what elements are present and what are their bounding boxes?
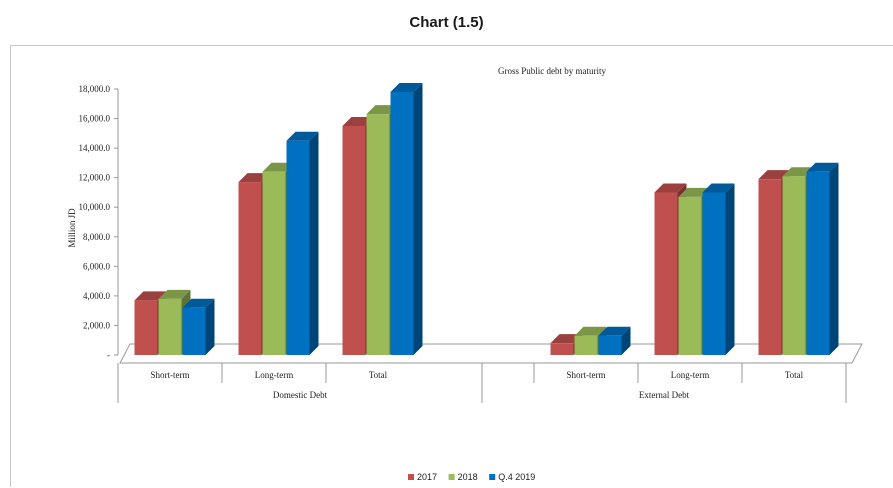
y-axis-label: Million JD [67, 208, 77, 248]
bar-front [182, 307, 206, 355]
y-tick-label: 12,000.0 [79, 173, 111, 183]
category-label: Total [785, 370, 804, 380]
bar-front [286, 140, 310, 355]
y-tick-label: 16,000.0 [79, 114, 111, 124]
bar-front [134, 300, 158, 355]
group-label: Domestic Debt [273, 390, 328, 400]
legend-item: 2017 [408, 472, 437, 482]
bar-top [598, 326, 631, 336]
bar-front [782, 176, 806, 355]
bar-top [574, 326, 607, 336]
bar [182, 298, 215, 355]
legend-item: Q.4 2019 [489, 472, 535, 482]
y-tick-label: 10,000.0 [79, 202, 111, 212]
category-label: Long-term [671, 370, 710, 380]
bar-front [342, 125, 366, 355]
bar-top [806, 162, 839, 172]
bar [286, 131, 319, 355]
bar [598, 326, 631, 355]
bar-front [654, 192, 678, 355]
bar-front [158, 298, 182, 355]
bar [702, 183, 735, 355]
y-tick-label: 2,000.0 [83, 320, 111, 330]
bar-front [806, 171, 830, 355]
category-label: Short-term [151, 370, 190, 380]
group-label: External Debt [639, 390, 690, 400]
bar-front [678, 196, 702, 355]
bar-front [702, 192, 726, 355]
bar-top [390, 82, 423, 92]
bar-side [413, 82, 423, 355]
bar-front [574, 335, 598, 355]
legend-item: 2018 [448, 472, 478, 482]
bar [390, 82, 423, 355]
legend: 2017 2018 Q.4 2019 [408, 472, 535, 482]
bar-side [829, 162, 839, 355]
bar-series [134, 82, 839, 355]
floor-plane [119, 343, 863, 364]
y-tick-label: 8,000.0 [83, 232, 111, 242]
legend-swatch [408, 474, 414, 480]
bar-chart: Gross Public debt by maturity Million JD… [67, 66, 863, 482]
legend-label: 2018 [458, 472, 478, 482]
category-label: Short-term [567, 370, 606, 380]
bar-front [262, 171, 286, 355]
legend-swatch [489, 474, 496, 480]
page-heading: Chart (1.5) [409, 14, 484, 31]
y-tick-label: 4,000.0 [83, 291, 111, 301]
category-axis: Short-term Long-term Total Short-term Long-t… [117, 362, 847, 403]
chart-frame: Gross Public debt by maturity Million JD… [10, 45, 893, 487]
bar-side [725, 183, 735, 355]
bar-front [598, 335, 622, 355]
bar-side [621, 326, 631, 355]
chart-floor [119, 343, 863, 364]
bar-top [702, 183, 735, 193]
bar-front [238, 182, 262, 355]
bar-top [158, 289, 191, 299]
legend-swatch [448, 474, 455, 480]
bar-top [182, 298, 215, 308]
bar-side [205, 298, 215, 355]
y-tick-label: 18,000.0 [79, 84, 111, 94]
bar-front [366, 114, 390, 355]
bar-top [654, 183, 687, 193]
legend-label: Q.4 2019 [498, 472, 535, 482]
bar-front [758, 179, 782, 355]
bar-side [309, 131, 319, 355]
y-tick-label: 14,000.0 [79, 143, 111, 153]
chart-title: Gross Public debt by maturity [498, 66, 606, 76]
bar-front [550, 343, 574, 355]
bar [806, 162, 839, 355]
bar-top [286, 131, 319, 141]
bar-front [390, 91, 414, 355]
category-label: Long-term [255, 370, 294, 380]
y-tick-label: 6,000.0 [83, 261, 111, 271]
bar-top [134, 291, 167, 301]
legend-label: 2017 [417, 472, 437, 482]
y-axis: - 2,000.0 4,000.0 6,000.0 8,000.0 10,000.0 12,… [79, 84, 119, 360]
y-tick-label: - [107, 350, 110, 360]
category-label: Total [369, 370, 388, 380]
